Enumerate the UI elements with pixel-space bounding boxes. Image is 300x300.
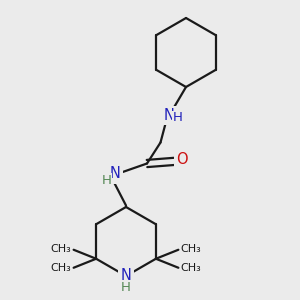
Text: H: H [102,174,111,187]
Text: O: O [176,152,188,166]
Text: CH₃: CH₃ [181,244,201,254]
Text: H: H [173,111,183,124]
Text: CH₃: CH₃ [181,263,201,273]
Text: CH₃: CH₃ [51,263,71,273]
Text: H: H [121,281,131,294]
Text: N: N [164,108,175,123]
Text: N: N [110,167,121,182]
Text: CH₃: CH₃ [51,244,71,254]
Text: N: N [121,268,131,284]
